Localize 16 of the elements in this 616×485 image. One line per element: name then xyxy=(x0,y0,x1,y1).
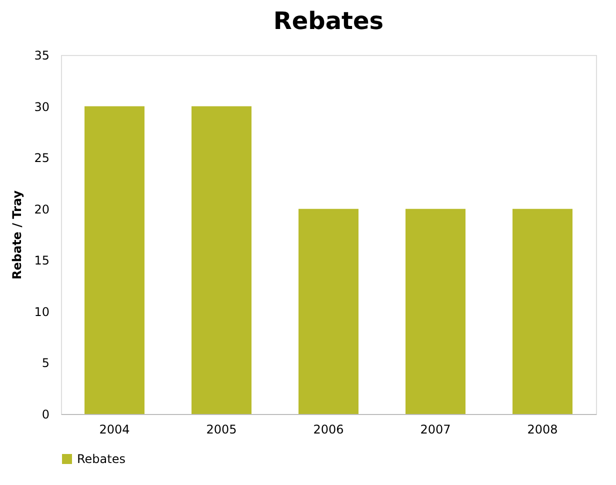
y-tick-label: 30 xyxy=(34,100,50,114)
y-axis-title: Rebate / Tray xyxy=(10,190,24,280)
x-tick-label: 2006 xyxy=(313,422,344,436)
y-tick-label: 15 xyxy=(34,254,50,268)
x-tick-label: 2004 xyxy=(99,422,130,436)
x-tick-label: 2005 xyxy=(206,422,237,436)
y-tick-label: 0 xyxy=(42,408,50,422)
legend-label: Rebates xyxy=(77,452,126,466)
y-tick-label: 10 xyxy=(34,304,50,319)
y-tick-label: 20 xyxy=(34,202,50,216)
x-tick-label: 2008 xyxy=(527,422,558,436)
y-tick-label: 25 xyxy=(34,151,50,166)
x-tick-label: 2007 xyxy=(420,422,451,436)
y-tick-label: 5 xyxy=(42,356,50,370)
chart-title: Rebates xyxy=(273,7,384,35)
y-tick-label: 35 xyxy=(34,48,50,62)
